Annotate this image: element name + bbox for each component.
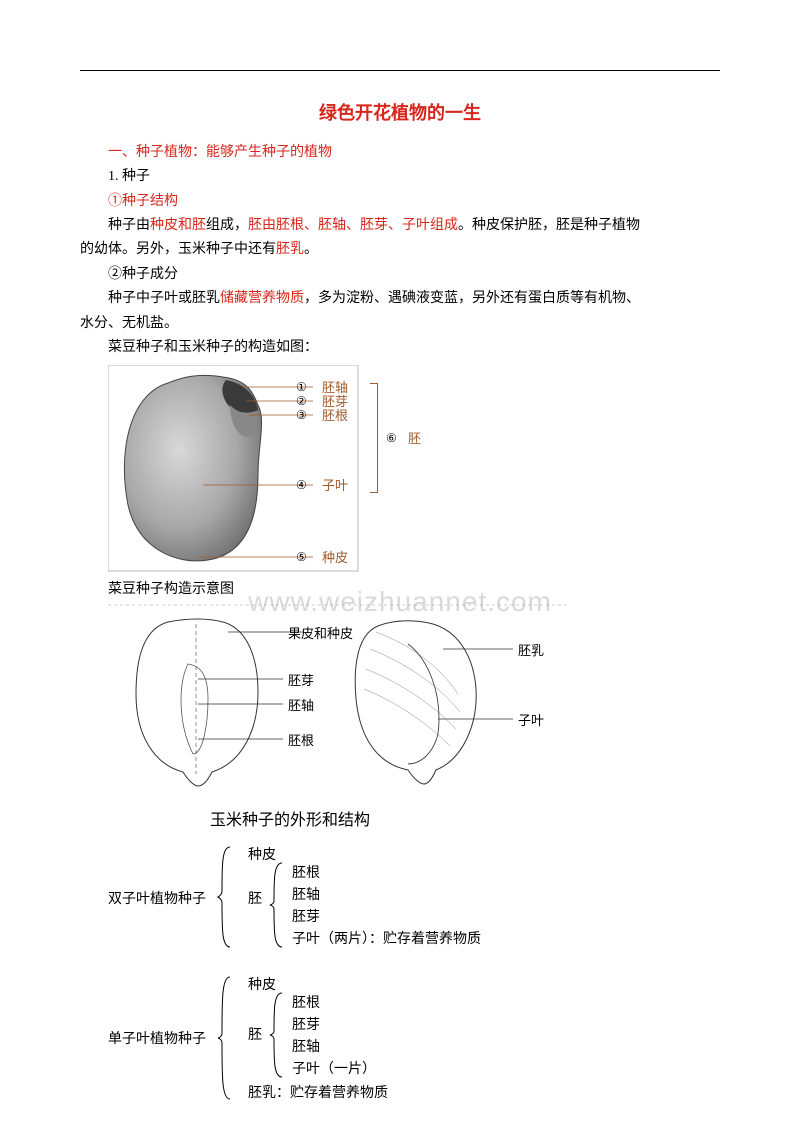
bean-num-5: ⑤ (296, 548, 307, 567)
dicot-name: 双子叶植物种子 (108, 889, 206, 911)
p2b: 储藏营养物质 (220, 291, 304, 306)
bean-label-6: 胚 (408, 429, 421, 450)
dicot-block: 双子叶植物种子 种皮 胚 胚根 胚轴 胚芽 子叶（两片）：贮存着营养物质 (108, 845, 720, 965)
corn-label-f: 子叶 (518, 711, 544, 732)
bean-svg (108, 365, 468, 575)
p1d: 胚由胚根、胚轴、胚芽、子叶组成 (248, 218, 458, 233)
corn-diagram: 果皮和种皮 胚芽 胚轴 胚根 胚乳 子叶 (108, 604, 568, 804)
paragraph-2b: 水分、无机盐。 (80, 313, 720, 335)
corn-label-b: 胚芽 (288, 671, 314, 692)
p1b: 种皮和胚 (150, 218, 206, 233)
bean-num-6: ⑥ (386, 429, 397, 448)
sub-1: ①种子结构 (80, 191, 720, 213)
bean-num-3: ③ (296, 406, 307, 425)
bean-label-4: 子叶 (322, 476, 348, 497)
sub-2: ②种子成分 (80, 264, 720, 286)
bean-label-3: 胚根 (322, 406, 348, 427)
corn-label-d: 胚根 (288, 731, 314, 752)
paragraph-1b: 的幼体。另外，玉米种子中还有胚乳。 (80, 239, 720, 261)
bean-label-5: 种皮 (322, 548, 348, 569)
page-title: 绿色开花植物的一生 (80, 99, 720, 128)
monocot-embryo: 胚 (248, 1025, 262, 1047)
dicot-embryo: 胚 (248, 889, 262, 911)
monocot-item-5: 胚乳：贮存着营养物质 (248, 1083, 388, 1105)
monocot-item-1: 胚根 (292, 993, 320, 1015)
p2c: ，多为淀粉、遇碘液变蓝，另外还有蛋白质等有机物、 (304, 291, 640, 306)
monocot-item-4: 子叶（一片） (292, 1059, 376, 1081)
p1g: 胚乳 (276, 242, 304, 257)
p1e: 。种皮保护胚，胚是种子植物 (458, 218, 640, 233)
monocot-item-2: 胚芽 (292, 1015, 320, 1037)
monocot-block: 单子叶植物种子 种皮 胚 胚根 胚芽 胚轴 子叶（一片） 胚乳：贮存着营养物质 (108, 975, 720, 1115)
bean-brace (370, 383, 378, 493)
paragraph-3: 菜豆种子和玉米种子的构造如图： (80, 337, 720, 359)
p2a: 种子中子叶或胚乳 (108, 291, 220, 306)
dicot-item-3: 胚芽 (292, 907, 320, 929)
monocot-brace-2 (268, 991, 286, 1079)
paragraph-2: 种子中子叶或胚乳储藏营养物质，多为淀粉、遇碘液变蓝，另外还有蛋白质等有机物、 (80, 288, 720, 310)
corn-label-a: 果皮和种皮 (288, 624, 353, 645)
bean-diagram: ① ② ③ ④ ⑤ 胚轴 胚芽 胚根 子叶 种皮 ⑥ 胚 (108, 365, 468, 575)
section-1-heading: 一、种子植物：能够产生种子的植物 (80, 142, 720, 164)
p1a: 种子由 (108, 218, 150, 233)
monocot-item-3: 胚轴 (292, 1037, 320, 1059)
p1c: 组成， (206, 218, 248, 233)
corn-label-e: 胚乳 (518, 641, 544, 662)
monocot-name: 单子叶植物种子 (108, 1029, 206, 1051)
dicot-item-1: 胚根 (292, 863, 320, 885)
monocot-brace-1 (216, 975, 234, 1101)
p1h: 。 (304, 242, 318, 257)
corn-label-c: 胚轴 (288, 696, 314, 717)
p1f: 的幼体。另外，玉米种子中还有 (80, 242, 276, 257)
dicot-brace-2 (268, 861, 286, 949)
corn-caption: 玉米种子的外形和结构 (210, 808, 720, 834)
bean-caption: 菜豆种子构造示意图 (80, 579, 720, 601)
paragraph-1: 种子由种皮和胚组成，胚由胚根、胚轴、胚芽、子叶组成。种皮保护胚，胚是种子植物 (80, 215, 720, 237)
dicot-item-2: 胚轴 (292, 885, 320, 907)
line-1: 1. 种子 (80, 166, 720, 188)
dicot-item-4: 子叶（两片）：贮存着营养物质 (292, 929, 481, 951)
dicot-brace-1 (216, 845, 234, 949)
top-rule (80, 70, 720, 71)
bean-num-4: ④ (296, 476, 307, 495)
